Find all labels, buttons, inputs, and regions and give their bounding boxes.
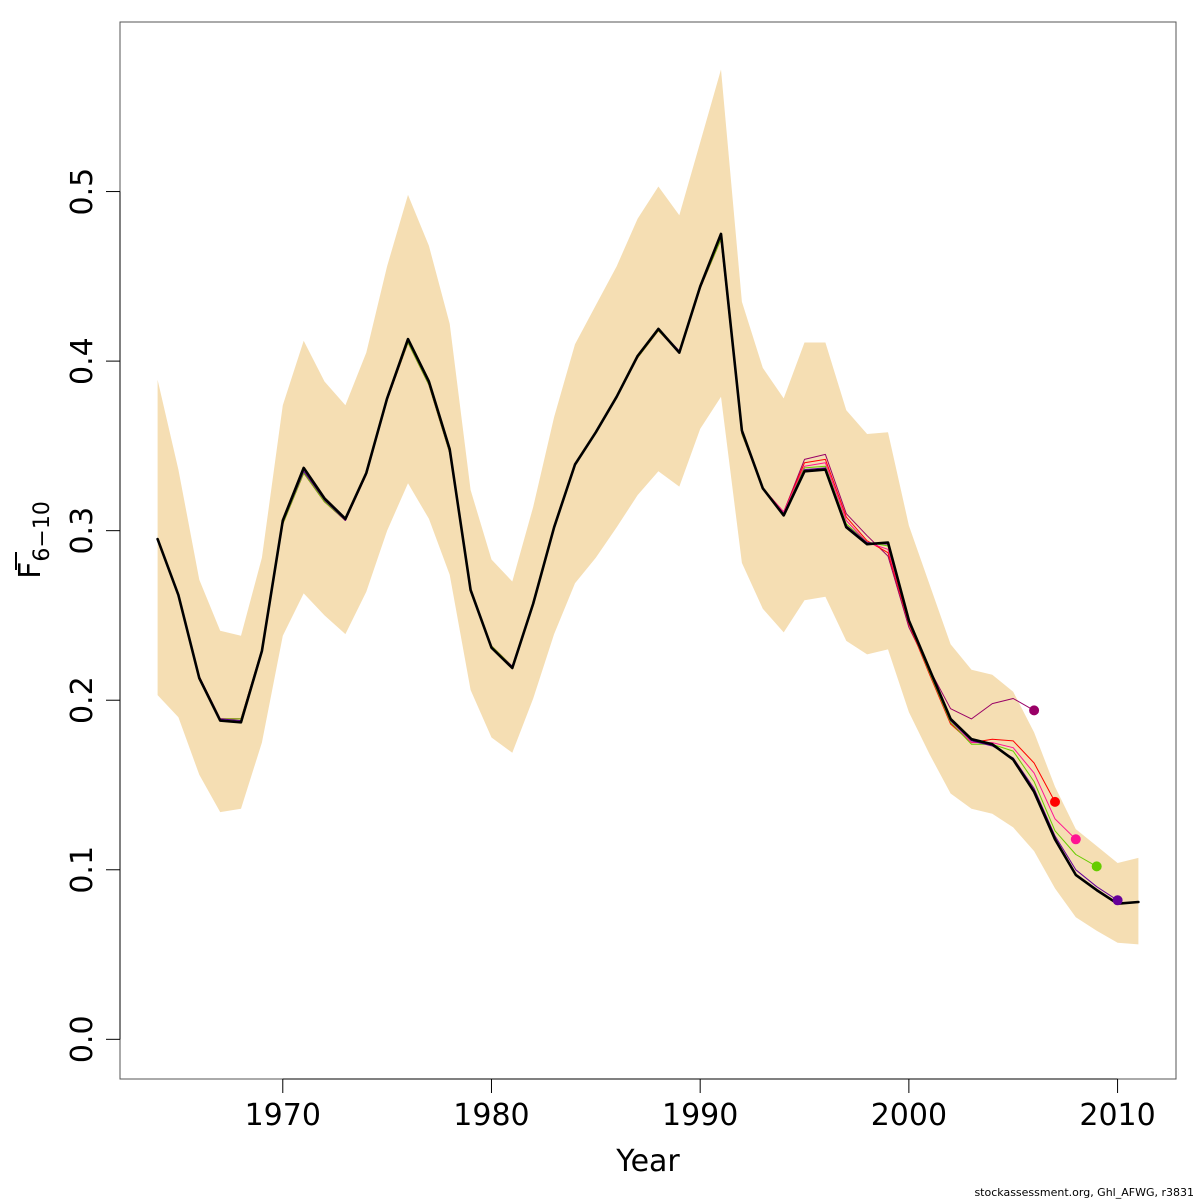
series-layer bbox=[156, 232, 1140, 906]
x-axis: 1970 1980 1990 2000 2010 bbox=[245, 1078, 1156, 1133]
x-tick-label-2010: 2010 bbox=[1079, 1098, 1155, 1133]
y-axis-title: F6−10 bbox=[13, 501, 55, 579]
y-axis-title-subscript: 6−10 bbox=[30, 501, 55, 561]
y-axis-title-main: F bbox=[13, 562, 48, 579]
y-tick-label-0.2: 0.2 bbox=[65, 676, 100, 724]
y-tick-label-0.1: 0.1 bbox=[65, 846, 100, 894]
series-end-marker-peel_2007 bbox=[1050, 796, 1060, 807]
x-tick-label-1990: 1990 bbox=[662, 1098, 738, 1133]
end-marker-layer bbox=[1029, 705, 1123, 906]
series-end-marker-peel_2010 bbox=[1112, 895, 1123, 906]
confidence-band-layer bbox=[157, 69, 1139, 945]
credit-text: stockassessment.org, Ghl_AFWG, r3831 bbox=[974, 1186, 1194, 1199]
series-end-marker-peel_2009 bbox=[1091, 861, 1102, 872]
y-tick-label-0: 0.0 bbox=[65, 1015, 100, 1063]
series-end-marker-peel_2006 bbox=[1029, 705, 1040, 716]
y-tick-label-0.3: 0.3 bbox=[65, 507, 100, 555]
y-tick-label-0.5: 0.5 bbox=[65, 168, 100, 216]
x-axis-title: Year bbox=[615, 1144, 680, 1179]
confidence-band bbox=[157, 69, 1139, 945]
x-tick-label-1970: 1970 bbox=[245, 1098, 321, 1133]
x-tick-label-1980: 1980 bbox=[453, 1098, 529, 1133]
series-end-marker-peel_2008 bbox=[1070, 834, 1081, 845]
y-axis: 0.0 0.1 0.2 0.3 0.4 0.5 bbox=[65, 168, 121, 1063]
x-tick-label-2000: 2000 bbox=[871, 1098, 947, 1133]
series-line-main bbox=[156, 232, 1140, 906]
y-tick-label-0.4: 0.4 bbox=[65, 337, 100, 385]
svg-text:F6−10: F6−10 bbox=[13, 501, 55, 579]
